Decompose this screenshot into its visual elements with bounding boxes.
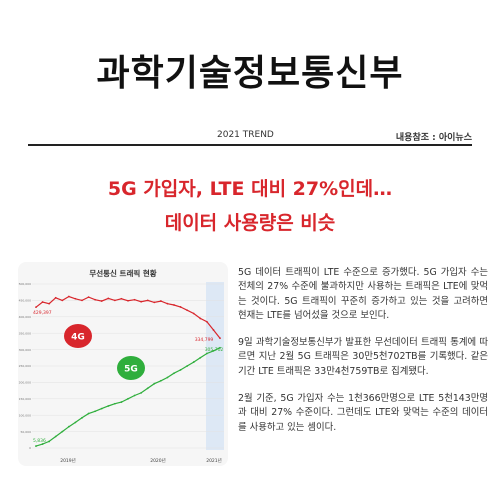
data-point-5g xyxy=(87,412,90,415)
5g-start-value: 5,836 xyxy=(33,438,46,444)
5g-badge-label: 5G xyxy=(124,365,138,375)
y-tick-label: 50,000 xyxy=(21,430,32,434)
data-point-4g xyxy=(173,304,175,306)
data-point-5g xyxy=(166,376,169,379)
y-tick-label: 0 xyxy=(29,446,31,450)
data-point-4g xyxy=(146,299,149,302)
article-paragraph-3: 2월 기준, 5G 가입자 수는 1천366만명으로 LTE 5천143만명과 … xyxy=(238,393,488,433)
data-point-5g xyxy=(41,443,44,445)
data-point-5g xyxy=(100,407,103,410)
y-tick-label: 100,000 xyxy=(19,413,31,417)
data-point-5g xyxy=(94,410,97,413)
traffic-chart-card: 무선통신 트래픽 현황 0 50,000 100,000 150,000 200,000… xyxy=(18,262,228,466)
article-body: 5G 데이터 트래픽이 LTE 수준으로 증가했다. 5G 가입자 수는 전체의… xyxy=(238,266,488,448)
data-point-4g xyxy=(107,297,110,300)
y-tick-label: 400,000 xyxy=(19,315,31,319)
chart-title: 무선통신 트래픽 현황 xyxy=(89,268,156,278)
data-point-4g xyxy=(120,297,123,300)
data-point-5g xyxy=(81,416,83,419)
y-tick-label: 500,000 xyxy=(19,282,31,286)
data-point-5g xyxy=(199,356,202,359)
data-point-5g xyxy=(192,361,195,363)
5g-end-value: 305,702 xyxy=(205,347,224,353)
year-label-2019: 2019년 xyxy=(60,457,76,464)
y-tick-label: 250,000 xyxy=(19,364,31,368)
y-tick-label: 300,000 xyxy=(19,348,31,352)
y-tick-label: 350,000 xyxy=(19,331,31,335)
5g-badge xyxy=(117,356,145,380)
data-point-5g xyxy=(35,445,37,447)
data-point-4g xyxy=(166,302,169,305)
data-point-5g xyxy=(127,397,129,400)
data-point-4g xyxy=(41,301,44,303)
data-point-4g xyxy=(48,302,51,305)
4g-start-value: 429,397 xyxy=(33,310,52,316)
y-tick-label: 200,000 xyxy=(19,381,31,385)
data-point-4g xyxy=(127,299,129,302)
data-point-5g xyxy=(179,369,182,371)
article-paragraph-1: 5G 데이터 트래픽이 LTE 수준으로 증가했다. 5G 가입자 수는 전체의… xyxy=(238,267,488,321)
data-point-5g xyxy=(113,402,116,405)
data-point-4g xyxy=(205,320,208,323)
article-paragraph-2: 9일 과학기술정보통신부가 발표한 무선데이터 트래픽 통계에 따르면 지난 2… xyxy=(238,337,488,377)
divider xyxy=(28,144,472,146)
data-point-4g xyxy=(74,297,77,300)
data-point-4g xyxy=(219,337,221,340)
data-point-5g xyxy=(61,430,64,433)
data-point-5g xyxy=(120,401,123,403)
data-point-4g xyxy=(87,296,90,299)
data-point-5g xyxy=(219,346,221,349)
data-point-4g xyxy=(94,298,97,301)
data-point-5g xyxy=(146,387,149,390)
data-point-5g xyxy=(48,440,51,443)
headline-line-1: 5G 가입자, LTE 대비 27%인데… xyxy=(107,178,393,200)
data-point-4g xyxy=(186,309,189,312)
data-point-4g xyxy=(61,299,64,302)
page-title: 과학기술정보통신부 xyxy=(96,53,404,94)
data-point-5g xyxy=(159,379,162,382)
meta-line: 2021 TREND 내용참조 : 아이뉴스 xyxy=(0,130,500,144)
data-point-4g xyxy=(212,329,215,331)
data-point-4g xyxy=(153,301,156,304)
series-line-4g xyxy=(35,295,221,339)
4g-badge-label: 4G xyxy=(71,333,85,343)
year-label-2020: 2020년 xyxy=(150,457,166,464)
y-axis-ticks: 0 50,000 100,000 150,000 200,000 250,000 300,0… xyxy=(19,282,31,450)
data-point-5g xyxy=(153,382,156,385)
4g-badge xyxy=(64,324,92,348)
data-point-4g xyxy=(133,298,136,301)
data-point-4g xyxy=(54,296,57,299)
data-point-4g xyxy=(81,299,83,302)
data-point-4g xyxy=(140,300,143,303)
y-tick-label: 150,000 xyxy=(19,397,31,401)
data-point-5g xyxy=(107,405,110,407)
data-point-4g xyxy=(67,295,70,298)
data-point-4g xyxy=(100,300,103,302)
data-point-5g xyxy=(173,372,175,375)
data-point-5g xyxy=(186,365,189,367)
source-label: 내용참조 : 아이뉴스 xyxy=(395,133,472,143)
data-point-5g xyxy=(205,352,208,355)
y-tick-label: 450,000 xyxy=(19,299,31,303)
data-point-5g xyxy=(140,391,143,394)
data-point-5g xyxy=(74,421,77,424)
headline-line-2: 데이터 사용량은 비슷 xyxy=(164,212,336,234)
data-point-4g xyxy=(192,312,195,315)
data-point-4g xyxy=(159,300,162,302)
data-point-5g xyxy=(212,350,215,352)
data-point-4g xyxy=(179,306,182,308)
data-point-4g xyxy=(113,299,116,302)
data-point-4g xyxy=(199,317,202,320)
year-label-2021: 2021년 xyxy=(206,457,222,464)
data-point-5g xyxy=(133,394,136,397)
data-point-4g xyxy=(35,306,37,309)
traffic-chart: 무선통신 트래픽 현황 0 50,000 100,000 150,000 200,000… xyxy=(19,268,224,464)
trend-label: 2021 TREND xyxy=(217,130,274,140)
data-point-5g xyxy=(54,435,57,438)
4g-end-value: 334,799 xyxy=(195,337,214,343)
data-point-5g xyxy=(67,425,70,428)
